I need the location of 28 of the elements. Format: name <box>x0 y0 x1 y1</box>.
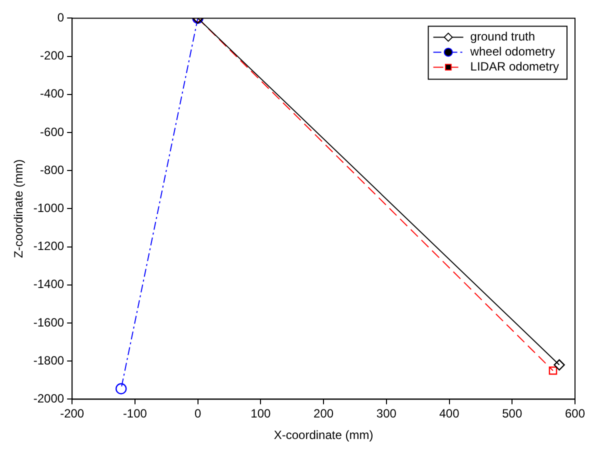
legend-label: wheel odometry <box>469 44 556 59</box>
point <box>116 383 127 394</box>
legend-label: ground truth <box>470 30 536 44</box>
y-tick-label: -2000 <box>33 392 64 406</box>
y-axis-title: Z-coordinate (mm) <box>12 159 26 258</box>
x-tick-label: -200 <box>60 406 84 421</box>
y-tick-label: -1000 <box>33 201 64 216</box>
y-tick-label: -1600 <box>33 315 64 330</box>
x-axis-title: X-coordinate (mm) <box>274 428 374 442</box>
legend-label: LIDAR odometry <box>470 60 560 74</box>
x-tick-label: 400 <box>439 406 460 421</box>
x-tick-label: 600 <box>564 406 586 421</box>
y-tick-label: -400 <box>40 86 64 101</box>
y-tick-label: -1400 <box>33 277 64 292</box>
x-tick-label: -100 <box>122 406 148 421</box>
point <box>554 359 565 371</box>
y-tick-label: -600 <box>40 124 64 139</box>
x-tick-label: 100 <box>250 406 272 421</box>
x-tick-label: 500 <box>502 406 522 421</box>
y-tick-label: -1800 <box>33 353 64 368</box>
y-tick-label: -800 <box>40 162 64 177</box>
x-tick-label: 200 <box>314 406 334 421</box>
x-tick-label: 0 <box>194 406 202 421</box>
x-tick-label: 300 <box>376 406 397 421</box>
point <box>548 366 558 375</box>
y-tick-label: -200 <box>40 48 64 63</box>
y-tick-label: 0 <box>57 10 64 25</box>
y-tick-label: -1200 <box>33 239 64 254</box>
